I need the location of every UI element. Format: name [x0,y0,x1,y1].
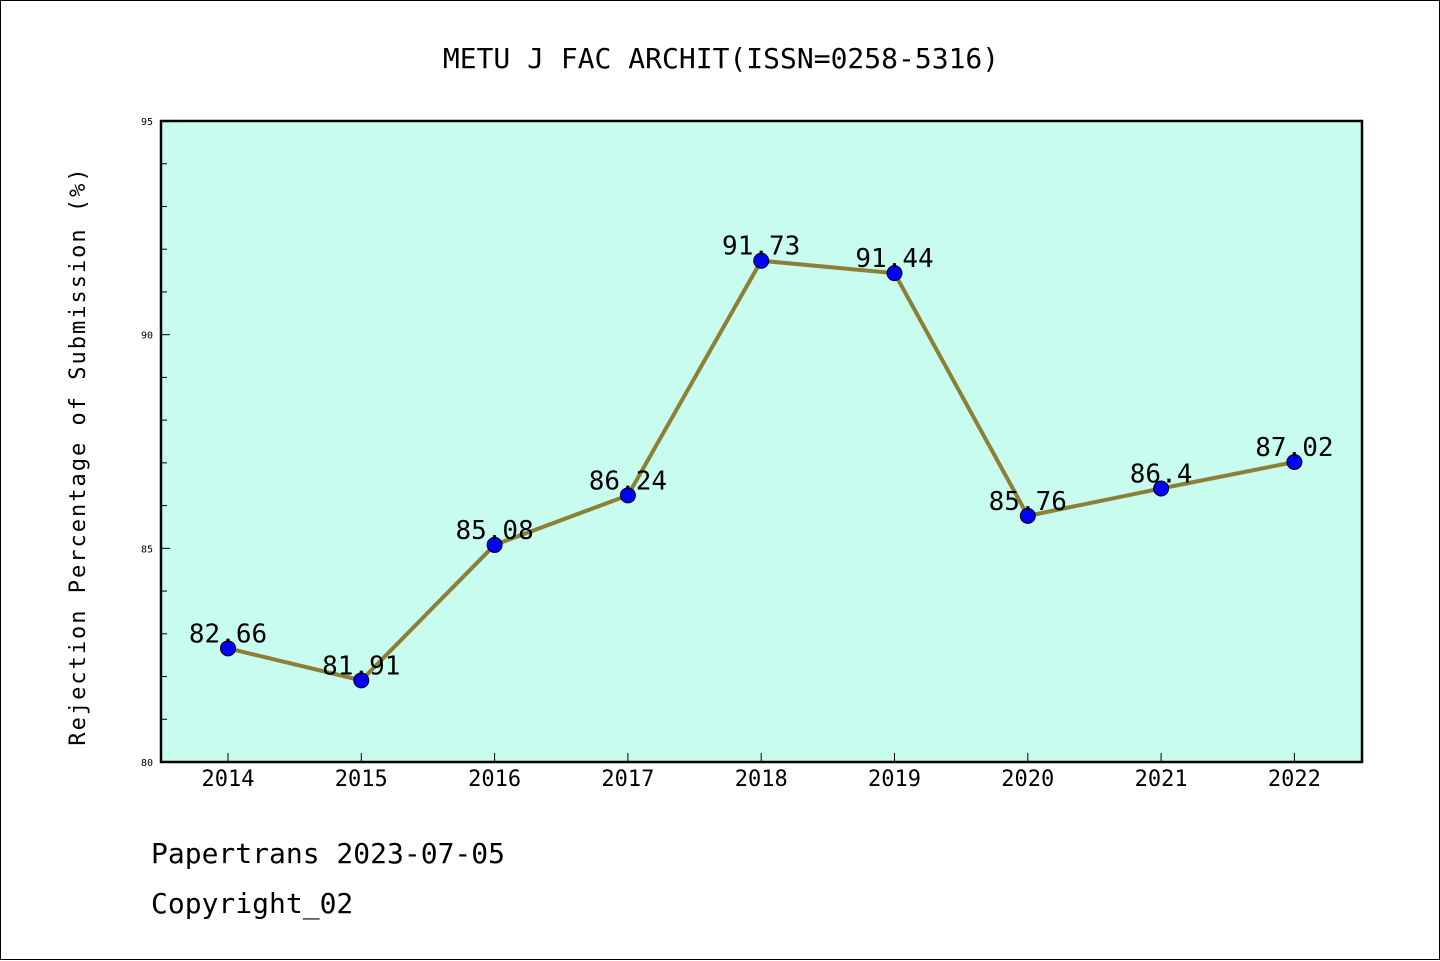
x-tick-label: 2019 [868,767,921,792]
data-point-marker [1153,480,1170,497]
data-labels: 82.66 81.91 85.08 86.24 91.73 91.44 85.76 86.4 8… [189,232,1334,682]
data-point-marker [1019,507,1036,524]
data-value-label: 91.44 [855,244,933,274]
x-tick-label: 2020 [1001,767,1054,792]
x-tick-label: 2017 [601,767,654,792]
data-value-label: 87.02 [1255,433,1333,463]
plot-area [159,119,1364,764]
x-tick-label: 2015 [335,767,388,792]
y-tick-label: 90 [141,331,153,342]
y-tick-label: 85 [141,544,153,555]
data-point-marker [1286,454,1303,471]
x-tick-label: 2016 [468,767,521,792]
footer-date: Papertrans 2023-07-05 [151,837,506,870]
data-markers [220,252,1303,689]
data-value-label: 91.73 [722,232,800,262]
data-value-label: 81.91 [322,651,400,681]
x-tick-label: 2014 [202,767,255,792]
x-tick-label: 2021 [1135,767,1188,792]
data-value-label: 85.08 [455,516,533,546]
x-tick-label: 2022 [1268,767,1321,792]
data-point-marker [753,252,770,269]
y-tick-label: 80 [141,758,153,769]
x-tick-label: 2018 [735,767,788,792]
data-point-marker [886,265,903,282]
footer-copyright: Copyright_02 [151,887,354,920]
data-value-label: 82.66 [189,619,267,649]
chart-title: METU J FAC ARCHIT(ISSN=0258-5316) [443,42,999,75]
data-point-marker [619,487,636,504]
data-point-marker [220,640,236,657]
data-point-marker [486,536,503,553]
axis-ticks: 80 85 90 95 2014 2015 2016 2017 2018 2019 2020 2021… [141,117,1321,792]
y-axis-label: Rejection Percentage of Submission (%) [66,166,91,745]
data-value-label: 86.4 [1130,460,1193,490]
data-point-marker [353,672,370,689]
data-value-label: 86.24 [589,466,667,496]
data-value-label: 85.76 [989,487,1067,517]
y-tick-label: 95 [141,117,153,128]
